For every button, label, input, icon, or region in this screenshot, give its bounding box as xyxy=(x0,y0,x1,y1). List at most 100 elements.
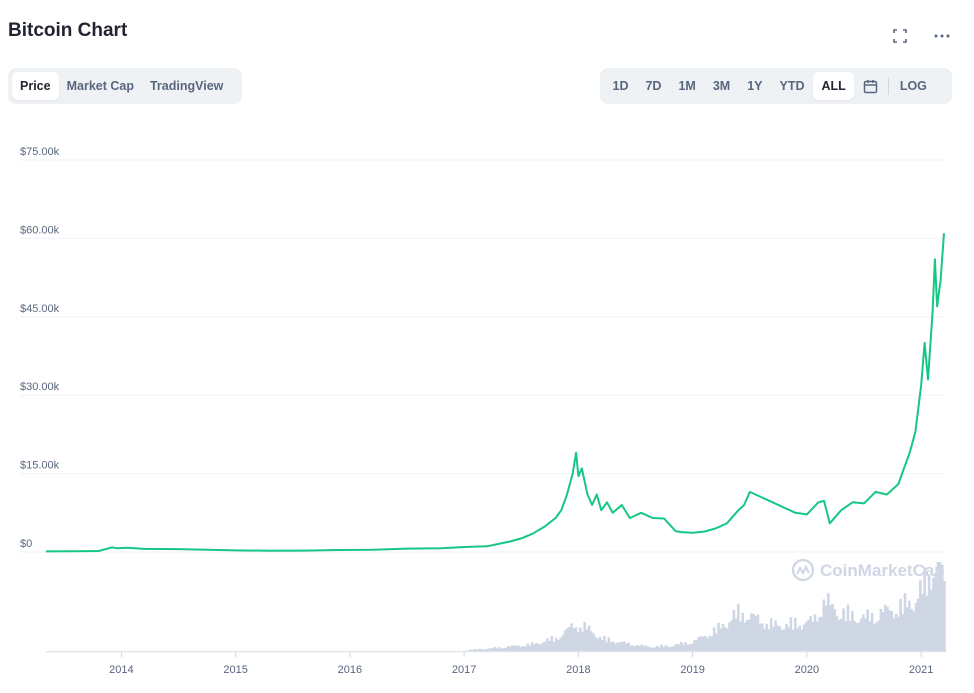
volume-bar xyxy=(809,615,812,652)
volume-bar xyxy=(769,618,773,652)
volume-bar xyxy=(605,642,608,652)
volume-bar xyxy=(546,638,549,652)
more-icon[interactable] xyxy=(932,26,952,46)
volume-bar xyxy=(607,637,611,652)
coinmarketcap-watermark: CoinMarketCap xyxy=(791,558,945,582)
tab-market-cap[interactable]: Market Cap xyxy=(66,79,134,93)
range-7d[interactable]: 7D xyxy=(645,79,662,93)
volume-bar xyxy=(934,572,938,652)
volume-bar xyxy=(829,605,832,652)
volume-bar xyxy=(535,642,538,652)
volume-bar xyxy=(684,642,687,652)
volume-bar xyxy=(715,633,718,652)
volume-bar xyxy=(627,642,630,652)
volume-bar xyxy=(688,644,692,652)
volume-bar xyxy=(561,635,565,652)
volume-bar xyxy=(504,647,508,652)
volume-bar xyxy=(881,612,885,652)
tab-price[interactable]: Price xyxy=(12,72,59,100)
volume-bar xyxy=(539,644,543,652)
volume-bar xyxy=(484,649,488,652)
volume-bar xyxy=(592,633,595,652)
range-1d[interactable]: 1D xyxy=(612,79,629,93)
volume-bar xyxy=(583,621,587,652)
volume-bar xyxy=(473,648,477,652)
volume-bar xyxy=(925,595,929,652)
volume-bar xyxy=(629,645,633,652)
volume-bar xyxy=(631,645,635,652)
volume-bar xyxy=(721,623,725,652)
log-toggle[interactable]: LOG xyxy=(899,79,927,93)
volume-bar xyxy=(506,646,510,652)
volume-bar xyxy=(938,562,942,652)
volume-bar xyxy=(789,617,793,652)
volume-bar xyxy=(640,644,644,652)
tab-tradingview[interactable]: TradingView xyxy=(149,79,224,93)
watermark-text: CoinMarketCap xyxy=(820,561,945,580)
range-3m[interactable]: 3M xyxy=(712,79,731,93)
volume-bar xyxy=(932,577,935,652)
volume-bar xyxy=(524,646,527,652)
volume-bar xyxy=(704,635,707,652)
volume-bar xyxy=(923,567,927,652)
volume-bar xyxy=(818,617,821,652)
range-ytd[interactable]: YTD xyxy=(779,79,805,93)
calendar-icon[interactable] xyxy=(854,72,886,100)
volume-bar xyxy=(728,622,731,652)
volume-bar xyxy=(717,622,720,652)
volume-bar xyxy=(618,642,622,652)
volume-bar xyxy=(719,628,723,652)
header-actions xyxy=(890,26,952,46)
volume-bar xyxy=(699,636,703,652)
range-all[interactable]: ALL xyxy=(813,72,855,100)
y-tick-label: $0 xyxy=(20,538,32,550)
volume-bar xyxy=(940,564,944,652)
x-tick-label: 2018 xyxy=(566,664,590,676)
x-tick-label: 2020 xyxy=(795,664,819,676)
volume-bar xyxy=(763,628,766,652)
volume-bar xyxy=(552,641,556,652)
volume-bar xyxy=(921,593,924,652)
volume-bar xyxy=(710,636,714,652)
volume-bar xyxy=(772,626,775,652)
x-tick-label: 2017 xyxy=(452,664,476,676)
range-tabs: 1D 7D 1M 3M 1Y YTD ALL LOG xyxy=(600,68,952,104)
volume-bar xyxy=(877,620,880,652)
volume-bar xyxy=(894,613,898,652)
volume-bar xyxy=(508,646,512,652)
volume-bar xyxy=(853,621,856,652)
volume-bar xyxy=(559,637,562,652)
volume-bar xyxy=(519,646,523,652)
volume-bar xyxy=(664,645,668,652)
volume-bar xyxy=(910,608,913,652)
volume-bar xyxy=(554,637,558,652)
volume-bar xyxy=(471,650,475,652)
volume-bar xyxy=(837,619,841,652)
x-tick-label: 2021 xyxy=(909,664,933,676)
volume-bar xyxy=(653,647,657,652)
volume-bar xyxy=(686,644,690,652)
volume-bar xyxy=(668,646,672,652)
volume-bar xyxy=(585,629,589,652)
volume-bar xyxy=(936,562,940,652)
volume-bar xyxy=(598,636,602,652)
volume-bar xyxy=(609,642,613,652)
volume-bar xyxy=(741,612,744,652)
volume-bar xyxy=(478,648,481,652)
volume-bar xyxy=(800,629,804,652)
range-1y[interactable]: 1Y xyxy=(747,79,763,93)
volume-bar xyxy=(842,608,845,652)
volume-layer xyxy=(46,562,946,652)
volume-bar xyxy=(662,646,665,652)
volume-bar xyxy=(636,644,639,652)
volume-bar xyxy=(690,643,694,652)
volume-bar xyxy=(611,641,615,652)
volume-bar xyxy=(502,648,505,652)
fullscreen-icon[interactable] xyxy=(890,26,910,46)
volume-bar xyxy=(756,614,760,652)
volume-bar xyxy=(859,618,863,652)
volume-bar xyxy=(497,647,501,652)
volume-bar xyxy=(695,640,698,652)
range-1m[interactable]: 1M xyxy=(678,79,696,93)
volume-bar xyxy=(897,616,900,652)
